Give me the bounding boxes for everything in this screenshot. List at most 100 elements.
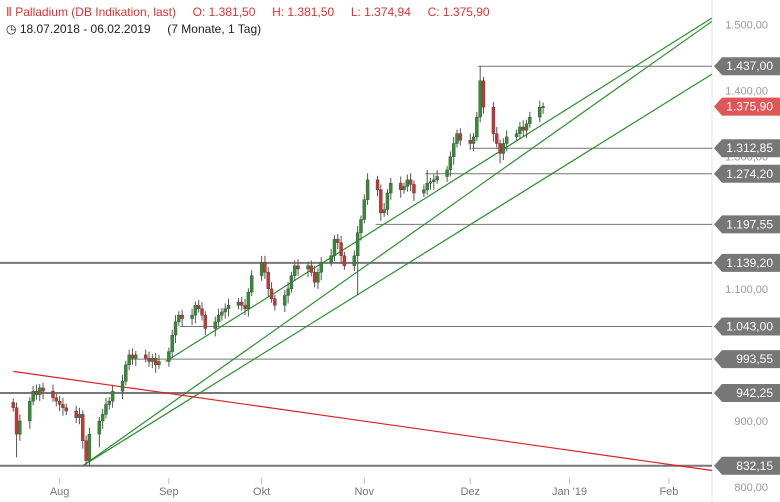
candle-body bbox=[203, 315, 208, 329]
candle-body bbox=[448, 156, 453, 171]
trend-line-long-term bbox=[13, 370, 713, 472]
level-price-label: 1.139,20 bbox=[726, 256, 773, 270]
candle-body bbox=[521, 126, 525, 131]
x-tick-label: Dez bbox=[460, 486, 480, 498]
candle-body bbox=[54, 397, 58, 402]
candle-body bbox=[196, 305, 201, 309]
candle-body bbox=[458, 133, 463, 141]
candle-body bbox=[385, 192, 390, 210]
candle-body bbox=[57, 400, 62, 405]
trend-line-middle bbox=[82, 20, 713, 467]
candle-body bbox=[220, 311, 224, 316]
candle-body bbox=[84, 440, 88, 461]
candle-body bbox=[216, 315, 221, 323]
level-price-label: 1.312,85 bbox=[726, 141, 773, 155]
level-price-tag bbox=[714, 253, 780, 272]
close-price: C: 1.375,90 bbox=[427, 5, 490, 19]
candle-body bbox=[336, 239, 340, 243]
candle-body bbox=[355, 232, 360, 257]
candle-body bbox=[339, 242, 343, 257]
candle-body bbox=[226, 305, 231, 309]
y-tick-label: 800,00 bbox=[734, 482, 768, 494]
candle-body bbox=[31, 391, 35, 402]
candle-body bbox=[100, 414, 105, 422]
candle-body bbox=[524, 123, 529, 131]
trend-line-upper bbox=[165, 17, 713, 363]
candle-body bbox=[134, 354, 138, 359]
candle-body bbox=[97, 420, 102, 435]
candle-body bbox=[498, 143, 502, 154]
y-tick-label: 1.500,00 bbox=[725, 20, 768, 32]
candle-body bbox=[399, 182, 403, 190]
candle-body bbox=[170, 334, 174, 352]
candle-body bbox=[306, 265, 310, 270]
level-price-label: 993,55 bbox=[736, 352, 773, 366]
candle-body bbox=[11, 402, 15, 408]
candle-body bbox=[362, 199, 366, 220]
candle-body bbox=[329, 255, 333, 263]
x-tick-label: Jan '19 bbox=[552, 486, 587, 498]
level-price-label: 1.274,20 bbox=[726, 167, 773, 181]
level-price-tag bbox=[714, 456, 780, 475]
level-price-tag bbox=[714, 57, 780, 76]
candle-body bbox=[425, 182, 429, 190]
candle-body bbox=[223, 308, 227, 313]
current-price-label: 1.375,90 bbox=[726, 100, 773, 114]
y-tick-label: 900,00 bbox=[734, 416, 768, 428]
candle-body bbox=[157, 361, 161, 365]
candle-body bbox=[18, 420, 22, 435]
candle-body bbox=[538, 106, 542, 118]
period-length: (7 Monate, 1 Tag) bbox=[167, 22, 262, 36]
candle-body bbox=[64, 407, 68, 412]
candle-body bbox=[263, 262, 267, 273]
candle-body bbox=[359, 219, 363, 233]
x-tick-label: Sep bbox=[159, 486, 179, 498]
date-range: 18.07.2018 - 06.02.2019 bbox=[19, 22, 151, 36]
x-tick-label: Okt bbox=[253, 486, 270, 498]
candle-body bbox=[127, 354, 131, 365]
candle-body bbox=[120, 381, 125, 392]
candle-body bbox=[74, 410, 78, 418]
open-price: O: 1.381,50 bbox=[192, 5, 256, 19]
high-price: H: 1.381,50 bbox=[272, 5, 335, 19]
level-price-label: 1.197,55 bbox=[726, 217, 773, 231]
candle-body bbox=[259, 262, 264, 276]
candle-body bbox=[468, 140, 472, 144]
level-price-label: 1.437,00 bbox=[726, 59, 773, 73]
candle-body bbox=[389, 182, 393, 194]
instrument-name: Palladium (DB Indikation, last) bbox=[15, 5, 176, 19]
level-price-label: 832,15 bbox=[736, 459, 773, 473]
candle-body bbox=[77, 414, 82, 418]
candle-body bbox=[110, 391, 115, 402]
candle-body bbox=[193, 305, 198, 316]
y-tick-label: 1.100,00 bbox=[725, 284, 768, 296]
candle-body bbox=[428, 181, 433, 184]
level-price-label: 942,25 bbox=[736, 386, 773, 400]
candle-body bbox=[180, 315, 184, 319]
level-price-tag bbox=[714, 317, 780, 336]
candle-body bbox=[269, 288, 274, 299]
clock-icon: ◷ bbox=[6, 22, 17, 36]
candle-body bbox=[14, 407, 19, 435]
x-tick-label: Feb bbox=[659, 486, 678, 498]
level-price-tag bbox=[714, 384, 780, 403]
level-price-tag bbox=[714, 164, 780, 183]
candle-body bbox=[273, 298, 277, 306]
candle-body bbox=[379, 189, 383, 214]
candle-body bbox=[200, 308, 204, 316]
candle-body bbox=[51, 391, 55, 399]
candle-body bbox=[34, 391, 39, 395]
candle-body bbox=[475, 116, 479, 138]
candle-body bbox=[382, 209, 386, 214]
candle-body bbox=[124, 364, 128, 382]
low-price: L: 1.374,94 bbox=[350, 5, 411, 19]
candle-body bbox=[150, 357, 155, 362]
candle-body bbox=[173, 321, 178, 336]
candle-body bbox=[296, 265, 300, 270]
y-tick-label: 1.400,00 bbox=[725, 86, 768, 98]
candle-body bbox=[240, 301, 244, 306]
candle-body bbox=[375, 179, 380, 190]
candle-body bbox=[28, 400, 32, 422]
level-price-tag bbox=[714, 215, 780, 234]
